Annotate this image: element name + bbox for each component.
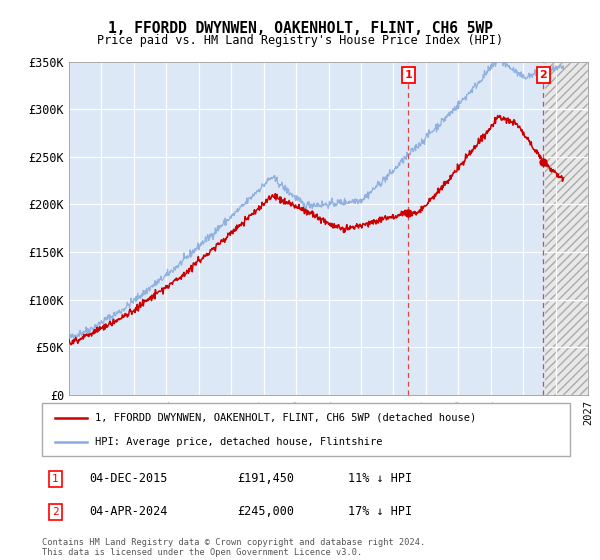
Text: 04-APR-2024: 04-APR-2024 [89,505,168,519]
Text: Contains HM Land Registry data © Crown copyright and database right 2024.
This d: Contains HM Land Registry data © Crown c… [42,538,425,557]
Text: 1: 1 [404,70,412,80]
Text: 17% ↓ HPI: 17% ↓ HPI [348,505,412,519]
Text: 1, FFORDD DWYNWEN, OAKENHOLT, FLINT, CH6 5WP: 1, FFORDD DWYNWEN, OAKENHOLT, FLINT, CH6… [107,21,493,36]
FancyBboxPatch shape [42,403,570,456]
Bar [545,62,588,395]
Text: 1: 1 [52,474,59,484]
Text: HPI: Average price, detached house, Flintshire: HPI: Average price, detached house, Flin… [95,437,382,447]
Text: 2: 2 [52,507,59,517]
Text: 1, FFORDD DWYNWEN, OAKENHOLT, FLINT, CH6 5WP (detached house): 1, FFORDD DWYNWEN, OAKENHOLT, FLINT, CH6… [95,413,476,423]
Text: 11% ↓ HPI: 11% ↓ HPI [348,472,412,485]
Text: Price paid vs. HM Land Registry's House Price Index (HPI): Price paid vs. HM Land Registry's House … [97,34,503,46]
Bar [545,62,588,395]
Text: 04-DEC-2015: 04-DEC-2015 [89,472,168,485]
Text: 2: 2 [539,70,547,80]
Text: £191,450: £191,450 [238,472,295,485]
Text: £245,000: £245,000 [238,505,295,519]
